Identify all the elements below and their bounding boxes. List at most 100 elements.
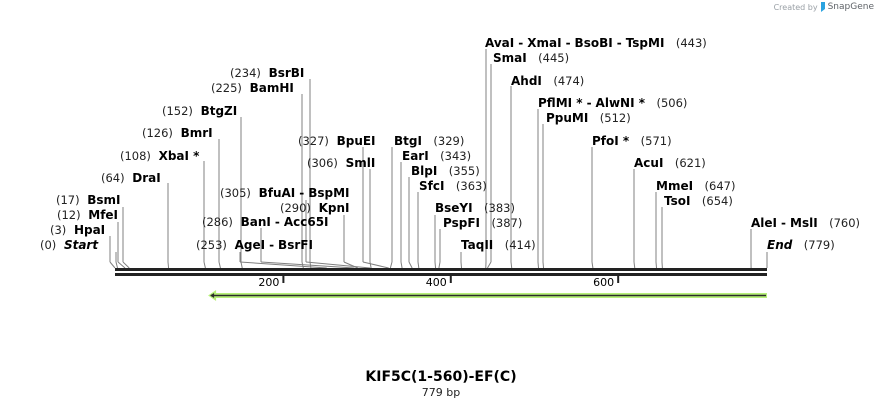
site-line [487, 261, 492, 269]
site-enzyme-names: KpnI [319, 201, 350, 215]
restriction-site-label[interactable]: (286) BanI - Acc65I [202, 215, 329, 229]
enzyme-name: BseYI [435, 201, 473, 215]
restriction-site-label[interactable]: (12) MfeI [57, 208, 118, 222]
enzyme-name: BanI [240, 215, 271, 229]
site-line [510, 261, 513, 269]
backbone-top-strand [115, 268, 767, 271]
enzyme-name: BfuAI [258, 186, 296, 200]
name-separator: - [299, 186, 305, 200]
restriction-site-label[interactable]: PspFI (387) [443, 216, 522, 230]
enzyme-name: DraI [132, 171, 161, 185]
site-enzyme-names: BsrBI [269, 66, 305, 80]
site-line [417, 261, 420, 269]
enzyme-name: BpuEI [336, 134, 376, 148]
credit-brand: SnapGene [827, 2, 874, 12]
site-position: (363) [455, 179, 487, 193]
enzyme-name: TspMI [625, 36, 665, 50]
restriction-site-label[interactable]: BlpI (355) [411, 164, 480, 178]
restriction-site-label[interactable]: AvaI - XmaI - BsoBI - TspMI (443) [485, 36, 707, 50]
site-line [655, 261, 658, 269]
restriction-site-label[interactable]: (305) BfuAI - BspMI [220, 186, 350, 200]
site-position: (512) [599, 111, 631, 125]
restriction-site-label[interactable]: PflMI * - AlwNI * (506) [538, 96, 687, 110]
site-enzyme-names: AcuI [634, 156, 663, 170]
site-line [117, 261, 126, 269]
site-enzyme-names: XbaI * [159, 149, 200, 163]
restriction-site-label[interactable]: AcuI (621) [634, 156, 706, 170]
restriction-site-label[interactable]: BseYI (383) [435, 201, 515, 215]
restriction-site-label[interactable]: PpuMI (512) [546, 111, 631, 125]
restriction-site-label[interactable]: (225) BamHI [211, 81, 294, 95]
enzyme-name: End [767, 238, 793, 252]
restriction-site-label[interactable]: (126) BmrI [142, 126, 213, 140]
enzyme-name: AlwNI * [595, 96, 645, 110]
site-position: (253) [196, 238, 227, 252]
site-enzyme-names: Start [64, 238, 98, 252]
enzyme-name: TaqII [461, 238, 494, 252]
site-line [633, 261, 636, 269]
restriction-site-label[interactable]: TsoI (654) [664, 194, 733, 208]
site-line [389, 261, 393, 269]
site-enzyme-names: SfcI [419, 179, 444, 193]
enzyme-name: MmeI [656, 179, 694, 193]
restriction-site-label[interactable]: (17) BsmI [56, 193, 121, 207]
site-enzyme-names: TsoI [664, 194, 690, 208]
restriction-site-label[interactable]: (64) DraI [101, 171, 161, 185]
restriction-site-label[interactable]: (3) HpaI [50, 223, 105, 237]
restriction-site-label[interactable]: (327) BpuEI [298, 134, 376, 148]
enzyme-name: BsrFI [278, 238, 313, 252]
restriction-site-label[interactable]: MmeI (647) [656, 179, 735, 193]
name-separator: - [781, 216, 786, 230]
restriction-site-label[interactable]: BtgI (329) [394, 134, 464, 148]
site-enzyme-names: BtgI [394, 134, 422, 148]
site-line [218, 261, 221, 269]
restriction-site-label[interactable]: TaqII (414) [461, 238, 536, 252]
site-line [460, 261, 463, 269]
site-line [240, 261, 243, 269]
enzyme-name: Acc65I [283, 215, 329, 229]
feature-arrow[interactable] [208, 290, 768, 301]
backbone-bottom-strand [115, 273, 767, 276]
restriction-site-label[interactable]: PfoI * (571) [592, 134, 672, 148]
site-position: (305) [220, 186, 251, 200]
site-enzyme-names: BseYI [435, 201, 473, 215]
restriction-site-label[interactable]: (253) AgeI - BsrFI [196, 238, 313, 252]
site-position: (506) [656, 96, 688, 110]
name-separator: - [565, 36, 571, 50]
restriction-site-label[interactable]: End (779) [767, 238, 835, 252]
enzyme-name: MfeI [88, 208, 119, 222]
restriction-site-label[interactable]: AhdI (474) [511, 74, 584, 88]
site-enzyme-names: SmaI [493, 51, 527, 65]
site-enzyme-names: BfuAI - BspMI [259, 186, 350, 200]
restriction-site-label[interactable]: (290) KpnI [280, 201, 349, 215]
enzyme-name: BtgI [394, 134, 422, 148]
site-position: (329) [433, 134, 465, 148]
site-line [408, 261, 413, 269]
site-position: (779) [803, 238, 835, 252]
restriction-site-label[interactable]: (152) BtgZI [162, 104, 237, 118]
restriction-site-label[interactable]: (0) Start [40, 238, 98, 252]
snapgene-logo-icon [820, 2, 825, 12]
site-position: (343) [440, 149, 472, 163]
restriction-site-label[interactable]: (108) XbaI * [120, 149, 199, 163]
site-position: (0) [40, 238, 57, 252]
restriction-site-label[interactable]: AleI - MslI (760) [751, 216, 860, 230]
enzyme-name: AgeI [234, 238, 266, 252]
restriction-site-label[interactable]: SfcI (363) [419, 179, 487, 193]
site-enzyme-names: BmrI [181, 126, 213, 140]
site-lines [109, 49, 768, 269]
ruler-tick-label: 400 [425, 276, 447, 289]
site-enzyme-names: BpuEI [337, 134, 376, 148]
restriction-site-label[interactable]: (306) SmlI [307, 156, 375, 170]
restriction-site-label[interactable]: EarI (343) [402, 149, 471, 163]
site-position: (654) [701, 194, 733, 208]
enzyme-name: EarI [402, 149, 429, 163]
site-line [122, 261, 130, 269]
name-separator: - [274, 215, 280, 229]
enzyme-name: PpuMI [546, 111, 589, 125]
restriction-site-label[interactable]: (234) BsrBI [230, 66, 304, 80]
restriction-site-label[interactable]: SmaI (445) [493, 51, 569, 65]
site-enzyme-names: PspFI [443, 216, 480, 230]
site-position: (152) [162, 104, 193, 118]
